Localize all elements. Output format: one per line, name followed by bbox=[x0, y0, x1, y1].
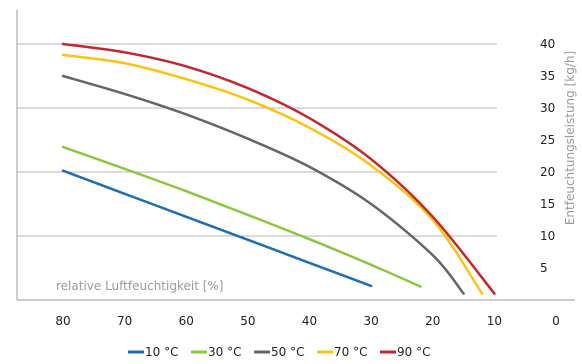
x-tick-labels: 80 70 60 50 40 30 20 10 0 bbox=[55, 314, 559, 328]
grid-layer bbox=[17, 43, 497, 237]
legend: 10 °C 30 °C 50 °C 70 °C 90 °C bbox=[128, 345, 430, 359]
x-tick-20: 20 bbox=[425, 314, 440, 328]
series-layer bbox=[61, 42, 496, 295]
x-tick-10: 10 bbox=[487, 314, 502, 328]
y-tick-35: 35 bbox=[540, 69, 555, 83]
y-tick-15: 15 bbox=[540, 197, 555, 211]
y-tick-25: 25 bbox=[540, 133, 555, 147]
y-axis-title: Entfeuchtungsleistung [kg/h] bbox=[563, 51, 577, 225]
y-tick-20: 20 bbox=[540, 165, 555, 179]
legend-label-3: 70 °C bbox=[334, 345, 367, 359]
x-tick-40: 40 bbox=[302, 314, 317, 328]
legend-label-4: 90 °C bbox=[397, 345, 430, 359]
y-tick-30: 30 bbox=[540, 101, 555, 115]
y-tick-labels: 5 10 15 20 25 30 35 40 bbox=[540, 37, 555, 275]
series-line-10c bbox=[61, 169, 373, 288]
legend-label-0: 10 °C bbox=[145, 345, 178, 359]
y-tick-40: 40 bbox=[540, 37, 555, 51]
x-tick-50: 50 bbox=[240, 314, 255, 328]
series-line-90c bbox=[61, 42, 496, 295]
x-tick-30: 30 bbox=[363, 314, 378, 328]
x-tick-70: 70 bbox=[117, 314, 132, 328]
x-tick-0: 0 bbox=[552, 314, 560, 328]
legend-label-2: 50 °C bbox=[271, 345, 304, 359]
x-tick-80: 80 bbox=[55, 314, 70, 328]
x-axis-title: relative Luftfeuchtigkeit [%] bbox=[56, 279, 223, 293]
series-line-50c bbox=[61, 74, 465, 295]
y-tick-5: 5 bbox=[540, 261, 548, 275]
legend-label-1: 30 °C bbox=[208, 345, 241, 359]
y-tick-10: 10 bbox=[540, 229, 555, 243]
x-tick-60: 60 bbox=[179, 314, 194, 328]
series-line-70c bbox=[61, 53, 484, 295]
series-line-30c bbox=[61, 145, 422, 288]
